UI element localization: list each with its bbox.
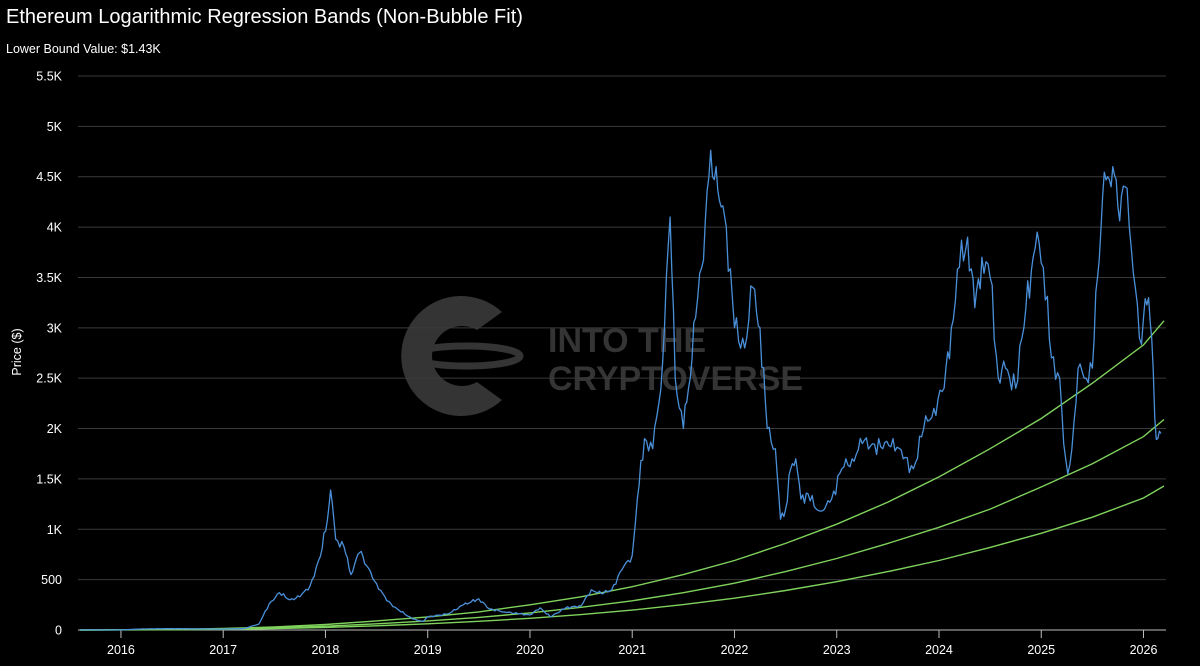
y-tick-label: 4.5K (36, 170, 62, 184)
y-tick-label: 4K (47, 221, 63, 235)
x-tick-label: 2024 (925, 643, 953, 657)
y-tick-label: 500 (41, 573, 62, 587)
chart-title: Ethereum Logarithmic Regression Bands (N… (6, 6, 523, 28)
watermark-text-line1: INTO THE (548, 322, 706, 360)
watermark-logo-icon (401, 296, 502, 417)
series-line-eth-price (80, 149, 1162, 631)
series-layer (79, 149, 1165, 631)
y-tick-label: 2K (47, 422, 63, 436)
x-axis: 2016 2017 2018 2019 2020 2021 2022 2023 2024 2025… (78, 629, 1166, 657)
series-line-upper-band (79, 320, 1165, 631)
y-tick-label: 1.5K (36, 472, 62, 486)
x-tick-label: 2020 (516, 643, 544, 657)
x-tick-label: 2025 (1027, 643, 1055, 657)
x-tick-label: 2019 (414, 643, 442, 657)
y-tick-label: 3K (47, 321, 63, 335)
chart-subtitle: Lower Bound Value: $1.43K (6, 42, 161, 56)
y-tick-label: 0 (55, 624, 62, 638)
x-tick-label: 2017 (209, 643, 237, 657)
y-tick-label: 3.5K (36, 271, 62, 285)
y-tick-label: 5K (47, 120, 63, 134)
watermark-ring-icon (408, 342, 524, 370)
x-tick-label: 2016 (107, 643, 135, 657)
x-tick-label: 2018 (312, 643, 340, 657)
x-tick-label: 2023 (823, 643, 851, 657)
y-axis: 0 500 1K 1.5K 2K 2.5K 3K 3.5K 4K 4.5K 5K 5.5K (36, 70, 62, 638)
watermark: INTO THE CRYPTOVERSE (401, 296, 803, 417)
y-axis-label: Price ($) (10, 328, 24, 375)
x-tick-label: 2021 (618, 643, 646, 657)
series-line-lower-band (79, 485, 1165, 631)
x-tick-label: 2026 (1130, 643, 1158, 657)
x-tick-label: 2022 (721, 643, 749, 657)
y-tick-label: 5.5K (36, 70, 62, 84)
series-line-middle-band (79, 418, 1165, 631)
y-tick-label: 1K (47, 523, 63, 537)
y-tick-label: 2.5K (36, 372, 62, 386)
